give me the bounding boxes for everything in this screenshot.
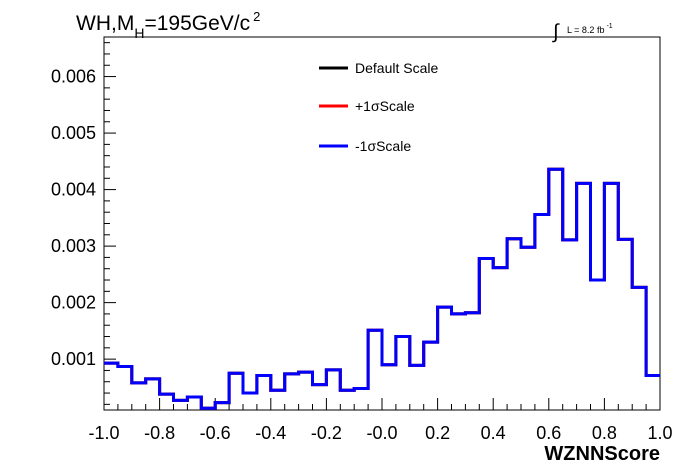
y-tick-label: 0.004 — [51, 180, 96, 200]
x-tick-label: 0.2 — [425, 423, 450, 443]
lumi-label: ∫ L = 8.2 fb -1 — [552, 21, 613, 43]
x-axis-label: WZNNScore — [544, 443, 660, 465]
legend-entry: +1σScale — [319, 98, 415, 114]
legend-entry: Default Scale — [319, 60, 438, 76]
x-tick-label: -1.0 — [88, 423, 119, 443]
x-tick-label: 0.4 — [481, 423, 506, 443]
y-tick-label: 0.003 — [51, 236, 96, 256]
x-tick-label: -0.4 — [255, 423, 286, 443]
lumi-text-line: L = 8.2 fb -1 — [567, 23, 613, 35]
y-tick-label: 0.001 — [51, 349, 96, 369]
y-axis: 0.001 0.002 0.003 0.004 0.005 0.006 — [51, 42, 116, 405]
series-line-2 — [104, 167, 660, 410]
integral-symbol: ∫ — [552, 21, 560, 43]
y-tick-label: 0.002 — [51, 293, 96, 313]
chart-title: WH,MH=195GeV/c 2 — [76, 9, 260, 41]
y-tick-label: 0.006 — [51, 67, 96, 87]
lumi-text: L = 8.2 fb — [567, 25, 604, 35]
lumi-superscript: -1 — [606, 23, 612, 30]
x-axis: -1.0 -0.8 -0.6 -0.4 -0.2 -0.0 0.2 0.4 0.6 0.8 1.0 — [88, 398, 673, 443]
legend: Default Scale +1σScale -1σScale — [319, 60, 438, 154]
x-tick-label: -0.6 — [200, 423, 231, 443]
title-subscript: H — [134, 25, 144, 41]
legend-label-plus-sigma: +1σScale — [355, 98, 415, 114]
x-tick-label: 0.6 — [536, 423, 561, 443]
legend-label-default: Default Scale — [355, 60, 438, 76]
x-tick-label: 0.8 — [592, 423, 617, 443]
series-layer — [104, 167, 660, 410]
x-tick-label: -0.2 — [311, 423, 342, 443]
x-tick-label: 1.0 — [647, 423, 672, 443]
title-mid: =195GeV/c — [144, 12, 250, 35]
title-superscript: 2 — [253, 9, 260, 24]
x-tick-label: -0.8 — [144, 423, 175, 443]
legend-entry: -1σScale — [319, 138, 411, 154]
x-tick-label: -0.0 — [366, 423, 397, 443]
title-prefix: WH,M — [76, 12, 134, 35]
legend-label-minus-sigma: -1σScale — [355, 138, 411, 154]
y-tick-label: 0.005 — [51, 123, 96, 143]
